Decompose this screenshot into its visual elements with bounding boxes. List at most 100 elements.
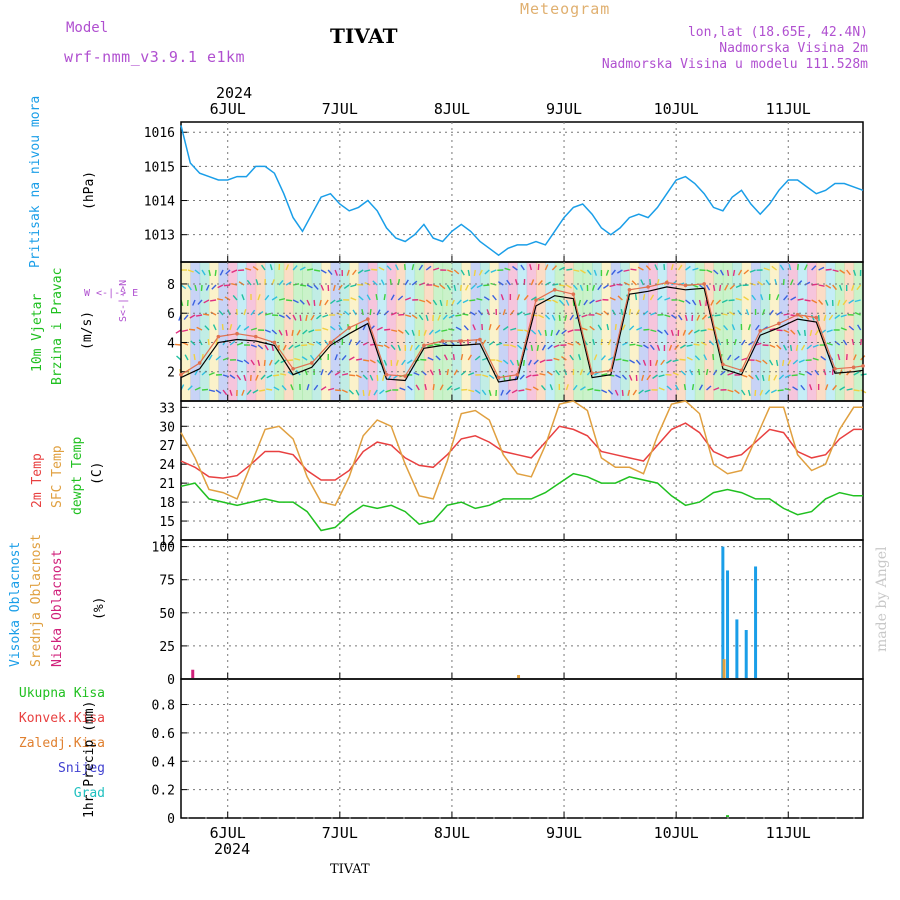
wind-barb — [837, 299, 841, 306]
wind-barb — [448, 328, 455, 331]
wind-barb — [565, 299, 570, 306]
wind-barb — [435, 355, 441, 361]
wind-barb — [696, 314, 701, 321]
wind-barb — [800, 344, 806, 351]
wind-direction-band — [769, 262, 780, 401]
wind-barb — [403, 263, 406, 271]
precip-label-grad: Grad — [73, 786, 105, 801]
wind-barb — [615, 374, 622, 379]
wind-barb — [511, 389, 518, 394]
wind-barb — [760, 294, 764, 301]
wind-gust-point — [608, 368, 613, 373]
wind-barb — [472, 324, 476, 331]
wind-barb — [266, 388, 273, 391]
wind-barb — [658, 374, 665, 378]
wind-barb — [705, 368, 709, 376]
wind-barb — [642, 359, 647, 366]
wind-barb — [278, 314, 285, 319]
wind-barb — [566, 268, 573, 271]
wind-barb — [446, 284, 452, 291]
wind-barb — [811, 299, 818, 304]
wind-barb — [664, 297, 671, 301]
wind-direction-band — [377, 262, 388, 401]
wind-barb — [761, 374, 765, 382]
wind-barb — [823, 314, 827, 321]
wind-barb — [580, 269, 586, 274]
wind-barb — [671, 314, 677, 320]
wind-barb — [609, 284, 616, 288]
wind-direction-band — [750, 262, 761, 401]
wind-barb — [495, 324, 501, 331]
wind-barb — [754, 389, 757, 397]
wind-barb — [578, 299, 582, 306]
wind-barb — [264, 344, 269, 351]
wind-barb — [252, 389, 259, 394]
wind-barb — [313, 299, 316, 307]
wind-direction-band — [199, 262, 210, 401]
wind-barb — [615, 358, 622, 361]
wind-barb — [180, 284, 187, 290]
wind-barb — [740, 389, 746, 396]
wind-direction-band — [255, 262, 266, 401]
wind-barb — [790, 296, 797, 301]
wind-barb — [848, 299, 855, 304]
wind-barb — [306, 299, 311, 306]
wind-barb — [594, 389, 601, 392]
wind-direction-band — [676, 262, 686, 401]
wind-barb — [395, 359, 399, 366]
wind-barb — [425, 265, 432, 271]
wind-barb — [700, 329, 707, 332]
ytick-label-pressure: 1014 — [144, 195, 175, 210]
wind-barb — [649, 344, 655, 351]
wind-barb — [469, 311, 476, 316]
ytick-label-cloud: 75 — [159, 574, 175, 589]
wind-barb — [595, 299, 602, 303]
wind-barb — [236, 359, 243, 363]
wind-barb — [427, 356, 434, 361]
wind-direction-band — [479, 262, 490, 401]
wind-barb — [411, 314, 418, 319]
wind-barb — [771, 265, 778, 271]
wind-barb — [313, 284, 319, 290]
wind-barb — [569, 314, 574, 321]
wind-barb — [828, 314, 834, 321]
wind-barb — [692, 267, 699, 271]
wind-barb — [341, 354, 347, 361]
wind-barb — [224, 284, 231, 287]
wind-gust-point — [272, 340, 277, 345]
wind-barb — [292, 314, 297, 321]
wind-barb — [404, 329, 410, 336]
wind-barb — [589, 325, 595, 331]
wind-barb — [769, 344, 776, 348]
wind-barb — [322, 327, 329, 331]
wind-barb — [587, 387, 594, 391]
ytick-label-wind: 6 — [167, 307, 175, 322]
ytick-label-temp: 27 — [159, 439, 175, 454]
wind-barb — [439, 299, 443, 306]
wind-barb — [698, 384, 704, 391]
wind-barb — [759, 389, 764, 396]
wind-barb — [222, 389, 228, 396]
wind-barb — [537, 329, 542, 336]
wind-direction-band — [704, 262, 715, 401]
wind-barb — [308, 329, 315, 333]
wind-barb — [369, 359, 376, 364]
panel-frame-precip — [180, 678, 864, 819]
wind-barb — [380, 279, 385, 286]
wind-barb — [810, 314, 815, 321]
wind-barb — [296, 329, 301, 336]
wind-barb — [202, 313, 210, 316]
series-line-pressure-0 — [180, 125, 864, 257]
ytick-label-temp: 21 — [159, 477, 175, 492]
wind-direction-band — [760, 262, 771, 401]
wind-barb — [586, 269, 592, 276]
wind-barb — [241, 294, 245, 301]
wind-barb — [572, 384, 578, 391]
wind-barb — [484, 269, 490, 275]
wind-gust-point — [216, 334, 221, 339]
wind-barb — [727, 372, 734, 376]
wind-barb — [236, 324, 241, 331]
wind-barb — [320, 386, 327, 391]
wind-direction-band — [283, 262, 294, 401]
wind-barb — [757, 280, 763, 286]
